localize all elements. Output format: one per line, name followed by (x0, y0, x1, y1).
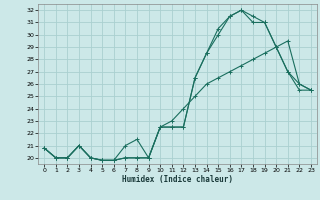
X-axis label: Humidex (Indice chaleur): Humidex (Indice chaleur) (122, 175, 233, 184)
